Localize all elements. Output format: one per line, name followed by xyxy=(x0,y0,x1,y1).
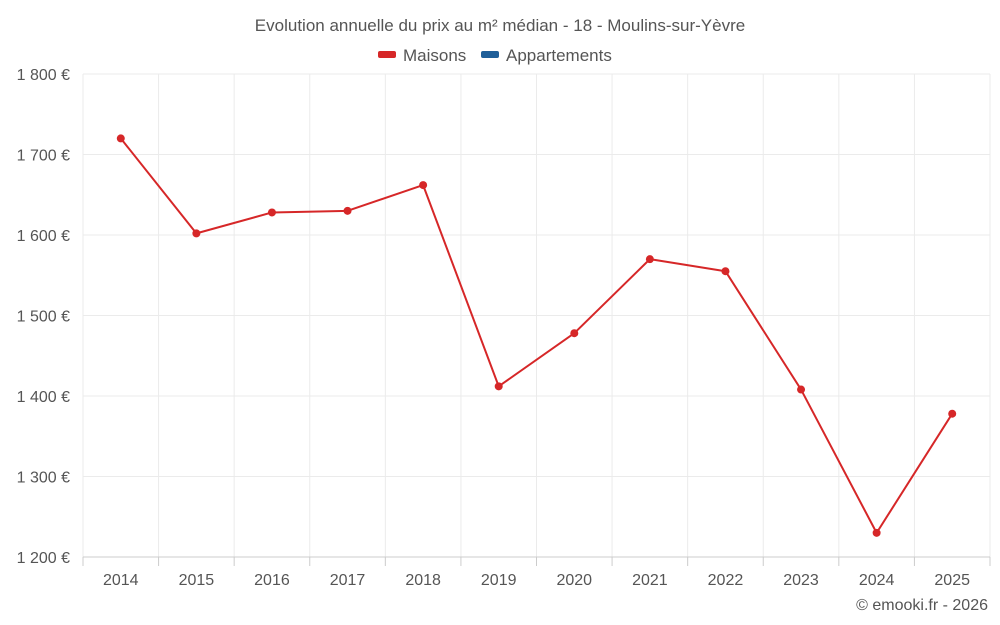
y-tick-label: 1 800 € xyxy=(17,67,70,84)
x-tick-label: 2024 xyxy=(859,572,895,589)
data-point-maisons[interactable] xyxy=(570,329,579,338)
data-point-maisons[interactable] xyxy=(267,208,276,217)
data-point-maisons[interactable] xyxy=(343,206,352,215)
x-tick-label: 2020 xyxy=(556,572,592,589)
grid xyxy=(82,73,991,558)
legend-swatch-maisons xyxy=(378,51,396,58)
legend: Maisons Appartements xyxy=(378,46,612,65)
x-tick-label: 2018 xyxy=(405,572,441,589)
data-point-maisons[interactable] xyxy=(872,528,881,537)
legend-item-appartements[interactable]: Appartements xyxy=(481,46,612,65)
y-tick-label: 1 200 € xyxy=(17,550,70,567)
chart-title: Evolution annuelle du prix au m² médian … xyxy=(255,16,745,35)
data-point-maisons[interactable] xyxy=(419,181,428,190)
x-tick-label: 2017 xyxy=(330,572,366,589)
credit-text: © emooki.fr - 2026 xyxy=(856,597,988,614)
y-tick-label: 1 300 € xyxy=(17,470,70,487)
x-tick-label: 2021 xyxy=(632,572,668,589)
series xyxy=(116,134,957,537)
legend-label-appartements: Appartements xyxy=(506,46,612,65)
y-tick-label: 1 700 € xyxy=(17,148,70,165)
data-point-maisons[interactable] xyxy=(721,267,730,276)
x-tick-label: 2019 xyxy=(481,572,517,589)
x-tick-label: 2022 xyxy=(708,572,744,589)
x-tick-label: 2014 xyxy=(103,572,139,589)
legend-label-maisons: Maisons xyxy=(403,46,466,65)
legend-swatch-appartements xyxy=(481,51,499,58)
data-point-maisons[interactable] xyxy=(494,382,503,391)
data-point-maisons[interactable] xyxy=(192,229,201,238)
series-line-maisons xyxy=(120,137,954,534)
y-tick-label: 1 600 € xyxy=(17,228,70,245)
data-point-maisons[interactable] xyxy=(645,255,654,264)
x-axis: 2014 2015 2016 2017 2018 2019 2020 2021 2022 2023… xyxy=(82,556,991,589)
x-tick-label: 2023 xyxy=(783,572,819,589)
x-tick-label: 2016 xyxy=(254,572,290,589)
x-tick-label: 2015 xyxy=(179,572,215,589)
x-tick-label: 2025 xyxy=(934,572,970,589)
y-tick-label: 1 400 € xyxy=(17,389,70,406)
y-tick-label: 1 500 € xyxy=(17,309,70,326)
y-axis: 1 200 € 1 300 € 1 400 € 1 500 € 1 600 € 1 700… xyxy=(17,67,70,567)
legend-item-maisons[interactable]: Maisons xyxy=(378,46,466,65)
data-point-maisons[interactable] xyxy=(797,385,806,394)
data-point-maisons[interactable] xyxy=(948,409,957,418)
data-point-maisons[interactable] xyxy=(116,134,125,143)
